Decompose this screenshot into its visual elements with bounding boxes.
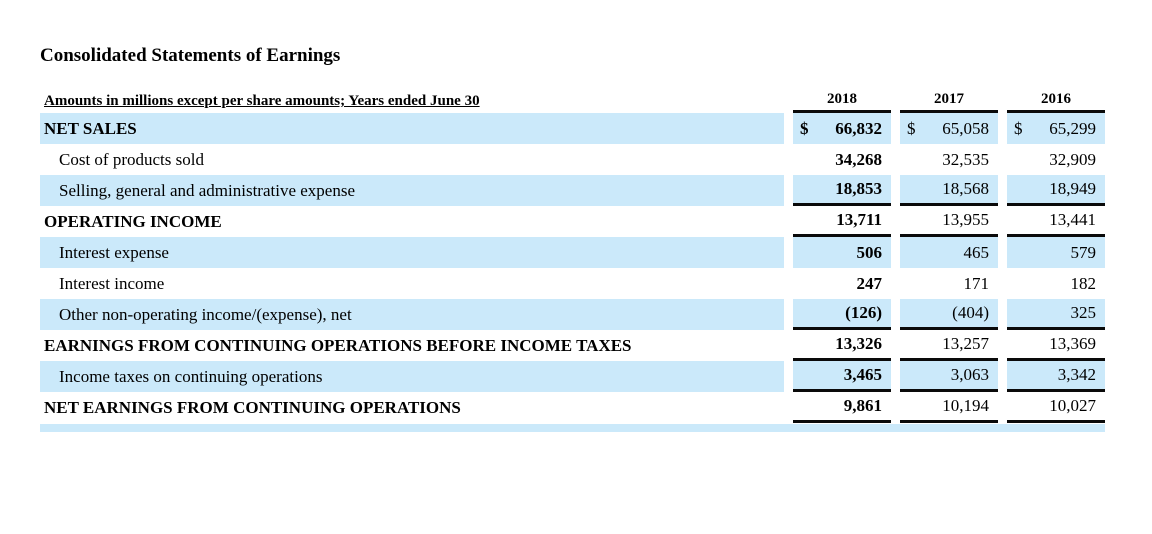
cell-2016: 325 bbox=[1007, 299, 1105, 330]
table-row-net-earnings-continuing: NET EARNINGS FROM CONTINUING OPERATIONS … bbox=[40, 392, 1105, 423]
cell-2018: 9,861 bbox=[793, 392, 891, 423]
cell-2018: $66,832 bbox=[793, 113, 891, 144]
year-header-2018: 2018 bbox=[793, 86, 891, 113]
table-row-cost-of-products-sold: Cost of products sold 34,268 32,535 32,9… bbox=[40, 144, 1105, 175]
year-header-2016: 2016 bbox=[1007, 86, 1105, 113]
cell-2017: 13,257 bbox=[900, 330, 998, 361]
earnings-table: Amounts in millions except per share amo… bbox=[40, 86, 1105, 432]
cell-2016: 10,027 bbox=[1007, 392, 1105, 423]
row-label: NET EARNINGS FROM CONTINUING OPERATIONS bbox=[44, 397, 461, 417]
cell-2017: 171 bbox=[963, 273, 990, 293]
cell-2017: 18,568 bbox=[900, 175, 998, 206]
dollar-sign: $ bbox=[1014, 118, 1023, 138]
cell-2016: 32,909 bbox=[1049, 149, 1096, 169]
cell-2016: 579 bbox=[1007, 237, 1105, 268]
row-label: NET SALES bbox=[40, 113, 784, 144]
cell-2017: $65,058 bbox=[900, 113, 998, 144]
table-header-row: Amounts in millions except per share amo… bbox=[40, 86, 1105, 113]
row-label: Interest expense bbox=[40, 237, 784, 268]
table-row-earnings-before-taxes: EARNINGS FROM CONTINUING OPERATIONS BEFO… bbox=[40, 330, 1105, 361]
cell-2018: 13,711 bbox=[793, 206, 891, 237]
cell-2017: 10,194 bbox=[900, 392, 998, 423]
row-label: Selling, general and administrative expe… bbox=[40, 175, 784, 206]
row-label: OPERATING INCOME bbox=[44, 211, 222, 231]
table-row-income-taxes: Income taxes on continuing operations 3,… bbox=[40, 361, 1105, 392]
cell-2017: 32,535 bbox=[942, 149, 989, 169]
cell-2016: 18,949 bbox=[1007, 175, 1105, 206]
cell-2016: 3,342 bbox=[1007, 361, 1105, 392]
year-header-2017: 2017 bbox=[900, 86, 998, 113]
cell-2016: 13,369 bbox=[1007, 330, 1105, 361]
cell-2017: 3,063 bbox=[900, 361, 998, 392]
row-label: Cost of products sold bbox=[59, 149, 204, 169]
table-row-operating-income: OPERATING INCOME 13,711 13,955 13,441 bbox=[40, 206, 1105, 237]
cell-2016: 182 bbox=[1070, 273, 1097, 293]
dollar-sign: $ bbox=[907, 118, 916, 138]
table-row-interest-income: Interest income 247 171 182 bbox=[40, 268, 1105, 299]
cell-2018: 34,268 bbox=[835, 149, 882, 169]
table-bottom-strip bbox=[40, 424, 1105, 432]
table-subheader: Amounts in millions except per share amo… bbox=[44, 93, 480, 109]
row-label: Other non-operating income/(expense), ne… bbox=[40, 299, 784, 330]
row-label: EARNINGS FROM CONTINUING OPERATIONS BEFO… bbox=[44, 335, 632, 355]
cell-2018: 3,465 bbox=[793, 361, 891, 392]
page-title: Consolidated Statements of Earnings bbox=[40, 45, 341, 66]
row-label: Income taxes on continuing operations bbox=[40, 361, 784, 392]
cell-2018: 506 bbox=[793, 237, 891, 268]
cell-2017: 13,955 bbox=[900, 206, 998, 237]
cell-2018: (126) bbox=[793, 299, 891, 330]
cell-2018: 247 bbox=[856, 273, 883, 293]
cell-2016: 13,441 bbox=[1007, 206, 1105, 237]
cell-2017: 465 bbox=[900, 237, 998, 268]
cell-2018: 18,853 bbox=[793, 175, 891, 206]
cell-2016: $65,299 bbox=[1007, 113, 1105, 144]
table-row-sga-expense: Selling, general and administrative expe… bbox=[40, 175, 1105, 206]
table-row-interest-expense: Interest expense 506 465 579 bbox=[40, 237, 1105, 268]
dollar-sign: $ bbox=[800, 118, 809, 138]
cell-2018: 13,326 bbox=[793, 330, 891, 361]
cell-2017: (404) bbox=[900, 299, 998, 330]
table-row-other-non-operating: Other non-operating income/(expense), ne… bbox=[40, 299, 1105, 330]
table-row-net-sales: NET SALES $66,832 $65,058 $65,299 bbox=[40, 113, 1105, 144]
row-label: Interest income bbox=[59, 273, 165, 293]
